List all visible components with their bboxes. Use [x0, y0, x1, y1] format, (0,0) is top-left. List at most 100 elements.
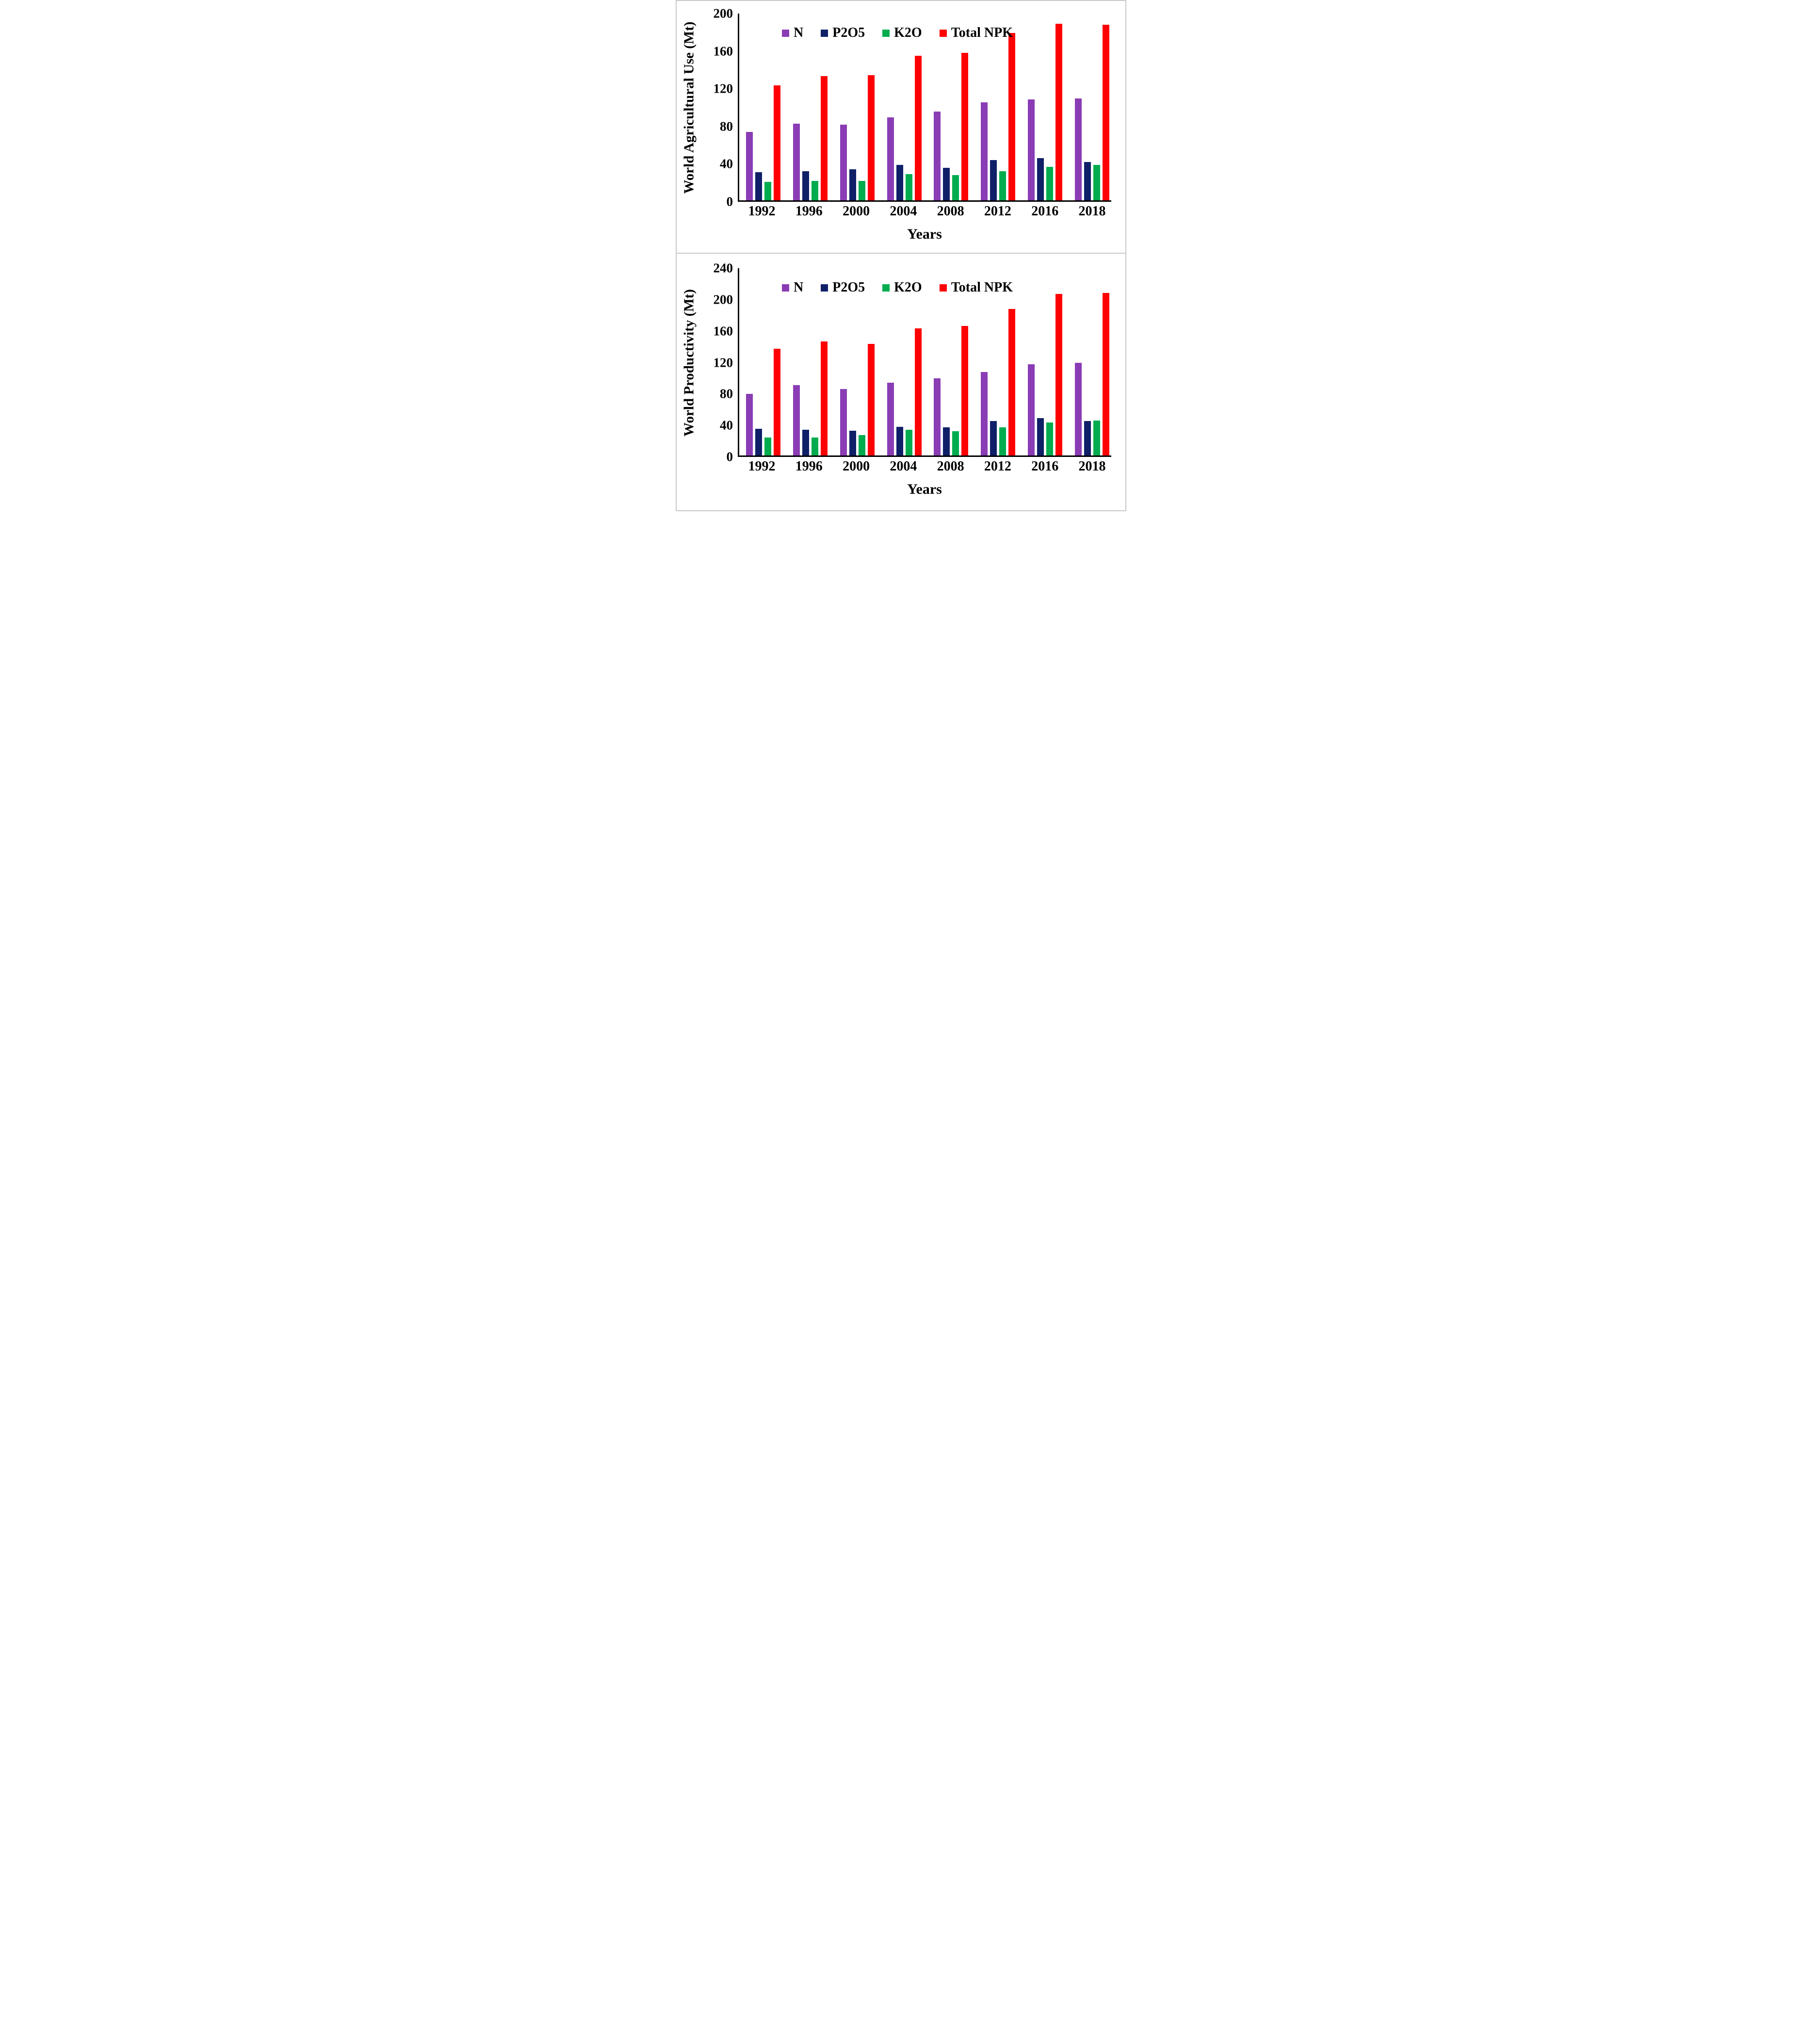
bar-p2o5-2008	[943, 167, 950, 200]
bar-total-npk-2016	[1055, 24, 1063, 200]
bar-groups	[739, 268, 1111, 455]
bar-group-1996	[793, 268, 828, 455]
bar-k2o-1996	[811, 438, 818, 455]
bar-n-2000	[840, 389, 847, 455]
x-tick-1992: 1992	[748, 459, 776, 474]
y-tick-80: 80	[720, 119, 733, 134]
legend-swatch-icon	[882, 284, 890, 292]
y-axis-title: World Agricultural Use (Mt)	[681, 21, 697, 194]
y-tick-0: 0	[726, 194, 733, 209]
bar-p2o5-2000	[849, 430, 856, 455]
y-tick-160: 160	[713, 324, 733, 339]
x-tick-2018: 2018	[1078, 204, 1106, 219]
bar-k2o-2012	[999, 427, 1007, 455]
legend-swatch-icon	[821, 284, 828, 292]
y-tick-240: 240	[713, 260, 733, 276]
bar-p2o5-2004	[896, 164, 903, 200]
y-tick-200: 200	[713, 6, 733, 21]
x-tick-2008: 2008	[937, 459, 964, 474]
bar-n-1996	[793, 124, 800, 200]
plot-area: N P2O5 K2O Total NPK	[738, 14, 1111, 202]
bar-k2o-2004	[905, 429, 912, 455]
x-axis-title: Years	[907, 226, 942, 242]
bar-p2o5-2018	[1084, 421, 1091, 455]
bar-total-npk-2004	[914, 328, 922, 455]
legend-item-k2o: K2O	[882, 281, 922, 294]
bar-total-npk-2018	[1102, 293, 1109, 455]
legend-label: N	[794, 25, 804, 40]
y-tick-0: 0	[726, 449, 733, 464]
legend-swatch-icon	[882, 29, 890, 37]
x-tick-2008: 2008	[937, 204, 964, 219]
bar-group-2000	[840, 268, 875, 455]
bar-total-npk-1996	[820, 76, 828, 200]
x-tick-1992: 1992	[748, 204, 776, 219]
bar-group-2018	[1074, 268, 1109, 455]
bar-p2o5-1996	[802, 429, 809, 455]
bar-total-npk-1992	[774, 348, 780, 455]
x-axis-title-cell: Years	[738, 479, 1111, 499]
plot-area: N P2O5 K2O Total NPK	[738, 268, 1111, 457]
x-tick-2016: 2016	[1031, 204, 1059, 219]
y-tick-200: 200	[713, 292, 733, 307]
y-axis-title: World Productivity (Mt)	[681, 289, 697, 437]
bar-total-npk-2000	[867, 344, 875, 455]
bar-total-npk-2008	[961, 52, 969, 200]
bar-p2o5-1992	[755, 429, 762, 455]
bar-k2o-2004	[905, 174, 912, 200]
x-axis-labels: 1992 1996 2000 2004 2008 2012 2016 2018	[738, 202, 1111, 224]
bar-p2o5-2000	[849, 169, 856, 200]
bar-n-2018	[1074, 362, 1082, 455]
y-tick-160: 160	[713, 44, 733, 59]
legend-swatch-icon	[782, 29, 789, 37]
legend-label: P2O5	[832, 25, 865, 40]
y-tick-120: 120	[713, 81, 733, 96]
bar-n-2012	[981, 102, 988, 200]
panel-productivity: World Productivity (Mt) 0 40 80 120 160 200 24…	[677, 254, 1125, 511]
bar-total-npk-2018	[1102, 25, 1109, 200]
bar-k2o-1992	[764, 181, 771, 200]
bar-k2o-2000	[858, 435, 865, 455]
bar-p2o5-2012	[990, 160, 997, 200]
legend-swatch-icon	[821, 29, 828, 37]
bar-group-2004	[887, 268, 922, 455]
legend-item-n: N	[782, 26, 803, 40]
y-axis-title-cell: World Agricultural Use (Mt)	[680, 14, 699, 202]
legend-swatch-icon	[939, 284, 947, 292]
bar-group-2018	[1074, 14, 1109, 200]
bar-n-1992	[746, 393, 753, 455]
x-tick-2004: 2004	[890, 459, 917, 474]
x-axis-labels: 1992 1996 2000 2004 2008 2012 2016 2018	[738, 457, 1111, 479]
bar-group-2008	[934, 268, 969, 455]
bar-k2o-1996	[811, 180, 818, 200]
legend-label: Total NPK	[951, 25, 1013, 40]
bar-total-npk-2016	[1055, 294, 1063, 455]
bar-total-npk-1992	[774, 85, 780, 200]
bar-n-2008	[934, 112, 941, 200]
x-tick-2018: 2018	[1078, 459, 1106, 474]
y-axis-ticks: 0 40 80 120 160 200 240	[699, 261, 738, 463]
legend-label: K2O	[894, 280, 922, 295]
bar-groups	[739, 14, 1111, 200]
bar-p2o5-2008	[943, 427, 950, 455]
bar-group-2016	[1028, 14, 1063, 200]
bar-total-npk-2008	[961, 326, 969, 455]
bar-k2o-2008	[952, 175, 959, 200]
legend-item-p2o5: P2O5	[821, 281, 865, 294]
bar-k2o-2016	[1046, 422, 1054, 455]
bar-k2o-2016	[1046, 166, 1054, 200]
legend-label: P2O5	[832, 280, 865, 295]
bar-group-2004	[887, 14, 922, 200]
panel-agricultural-use: World Agricultural Use (Mt) 0 40 80 120 160 2…	[677, 1, 1125, 253]
legend-label: Total NPK	[951, 280, 1013, 295]
bar-total-npk-2000	[867, 75, 875, 200]
x-tick-2000: 2000	[843, 459, 870, 474]
bar-total-npk-2012	[1008, 308, 1016, 455]
chart-agricultural-use: World Agricultural Use (Mt) 0 40 80 120 160 2…	[680, 1, 1111, 243]
bar-p2o5-2016	[1037, 158, 1044, 200]
bar-k2o-2012	[999, 171, 1007, 200]
x-tick-2004: 2004	[890, 204, 917, 219]
bar-n-2004	[887, 383, 894, 455]
bar-k2o-1992	[764, 438, 771, 455]
y-tick-40: 40	[720, 156, 733, 171]
